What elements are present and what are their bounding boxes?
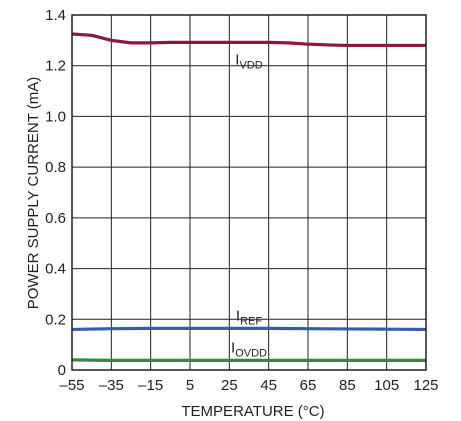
x-tick-label: 45 <box>260 377 277 394</box>
plot-frame <box>71 14 427 371</box>
series-label-iref: IREF <box>236 307 262 327</box>
x-tick-label: 65 <box>300 377 317 394</box>
series-line-iref <box>71 326 427 332</box>
y-tick-labels: 0 0.2 0.4 0.6 0.8 1.0 1.2 1.4 <box>45 7 66 379</box>
y-tick-label: 0 <box>58 362 66 379</box>
y-tick-label: 0.8 <box>45 159 66 176</box>
x-tick-labels: –55 –35 –15 5 25 45 65 85 105 125 <box>59 377 438 394</box>
x-axis-title: TEMPERATURE (°C) <box>181 403 324 420</box>
series-line-iovdd <box>71 358 426 362</box>
series-layer <box>71 32 427 362</box>
y-tick-label: 1.2 <box>45 58 66 75</box>
y-tick-label: 0.4 <box>45 261 66 278</box>
x-tick-label: 105 <box>374 377 399 394</box>
series-line-ivdd <box>71 32 426 48</box>
y-tick-label: 1.0 <box>45 108 66 125</box>
series-label-layer: IVDD IREF IOVDD <box>231 51 267 359</box>
series-label-ivdd: IVDD <box>235 51 262 71</box>
x-tick-label: 5 <box>186 377 194 394</box>
y-axis-title: POWER SUPPLY CURRENT (mA) <box>25 77 42 310</box>
y-tick-label: 1.4 <box>45 7 66 24</box>
x-tick-label: –35 <box>99 377 124 394</box>
x-tick-label: 85 <box>339 377 356 394</box>
x-tick-label: 25 <box>221 377 238 394</box>
x-tick-label: –55 <box>59 377 84 394</box>
grid-layer <box>72 15 426 370</box>
series-label-iovdd: IOVDD <box>231 339 267 359</box>
x-tick-label: 125 <box>413 377 438 394</box>
y-tick-label: 0.6 <box>45 210 66 227</box>
x-tick-label: –15 <box>138 377 163 394</box>
y-tick-label: 0.2 <box>45 311 66 328</box>
